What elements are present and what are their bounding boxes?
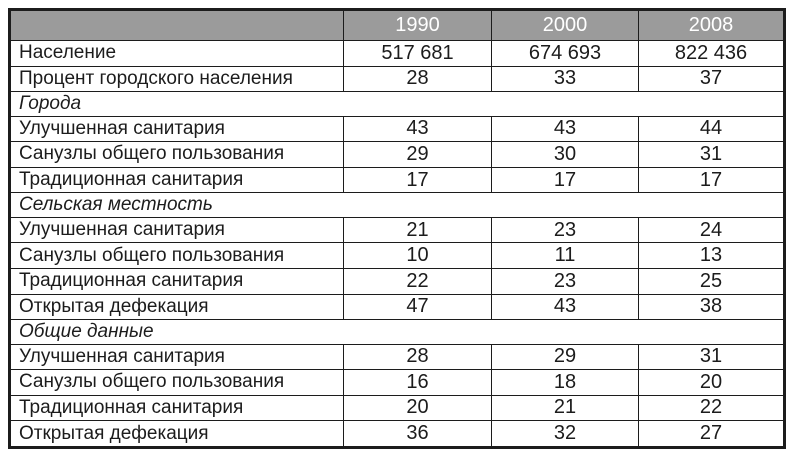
value-cell: 21 — [491, 394, 639, 422]
value-cell: 23 — [491, 216, 639, 244]
value-cell: 36 — [343, 420, 492, 448]
value-cell: 674 693 — [491, 40, 639, 67]
row-label: Традиционная санитария — [9, 394, 344, 422]
row-label: Традиционная санитария — [9, 267, 344, 295]
header-row: 1990 2000 2008 — [9, 9, 785, 41]
value-cell: 13 — [638, 242, 785, 269]
value-cell: 37 — [638, 65, 785, 93]
value-cell: 22 — [638, 394, 785, 422]
table-header: 1990 2000 2008 — [9, 9, 785, 41]
value-cell: 517 681 — [343, 40, 492, 67]
value-cell: 17 — [638, 166, 785, 194]
row-label: Открытая дефекация — [9, 420, 344, 448]
header-cell-2000: 2000 — [491, 9, 639, 41]
value-cell: 31 — [638, 343, 785, 371]
section-row: Общие данные — [9, 319, 785, 345]
table-row: Традиционная санитария 20 21 22 — [9, 394, 785, 422]
table-row: Санузлы общего пользования 16 18 20 — [9, 369, 785, 396]
row-label: Открытая дефекация — [9, 293, 344, 321]
row-label: Санузлы общего пользования — [9, 242, 344, 269]
value-cell: 11 — [491, 242, 639, 269]
value-cell: 16 — [343, 369, 492, 396]
value-cell: 25 — [638, 267, 785, 295]
table-row: Улучшенная санитария 21 23 24 — [9, 216, 785, 244]
table-body: Население 517 681 674 693 822 436 Процент го… — [9, 40, 785, 448]
table-row: Открытая дефекация 47 43 38 — [9, 293, 785, 321]
value-cell: 28 — [343, 343, 492, 371]
value-cell: 20 — [638, 369, 785, 396]
row-label: Санузлы общего пользования — [9, 141, 344, 168]
value-cell: 32 — [491, 420, 639, 448]
value-cell: 29 — [491, 343, 639, 371]
section-label: Общие данные — [9, 319, 785, 345]
value-cell: 822 436 — [638, 40, 785, 67]
value-cell: 27 — [638, 420, 785, 448]
table-row: Санузлы общего пользования 29 30 31 — [9, 141, 785, 168]
row-label: Улучшенная санитария — [9, 115, 344, 143]
table-row: Традиционная санитария 22 23 25 — [9, 267, 785, 295]
table-row: Улучшенная санитария 43 43 44 — [9, 115, 785, 143]
header-cell-1990: 1990 — [343, 9, 492, 41]
value-cell: 24 — [638, 216, 785, 244]
row-label: Традиционная санитария — [9, 166, 344, 194]
row-label: Улучшенная санитария — [9, 343, 344, 371]
section-label: Сельская местность — [9, 192, 785, 218]
section-row: Сельская местность — [9, 192, 785, 218]
table-row: Процент городского населения 28 33 37 — [9, 65, 785, 93]
value-cell: 44 — [638, 115, 785, 143]
row-label: Санузлы общего пользования — [9, 369, 344, 396]
value-cell: 33 — [491, 65, 639, 93]
value-cell: 30 — [491, 141, 639, 168]
table-row: Санузлы общего пользования 10 11 13 — [9, 242, 785, 269]
value-cell: 18 — [491, 369, 639, 396]
value-cell: 43 — [491, 115, 639, 143]
value-cell: 10 — [343, 242, 492, 269]
statistics-table: 1990 2000 2008 Население 517 681 674 693 82… — [8, 8, 786, 449]
value-cell: 31 — [638, 141, 785, 168]
value-cell: 28 — [343, 65, 492, 93]
table-row: Традиционная санитария 17 17 17 — [9, 166, 785, 194]
value-cell: 17 — [343, 166, 492, 194]
value-cell: 23 — [491, 267, 639, 295]
value-cell: 43 — [343, 115, 492, 143]
row-label: Население — [9, 40, 344, 67]
value-cell: 22 — [343, 267, 492, 295]
section-row: Города — [9, 91, 785, 117]
value-cell: 47 — [343, 293, 492, 321]
value-cell: 43 — [491, 293, 639, 321]
value-cell: 21 — [343, 216, 492, 244]
row-label: Процент городского населения — [9, 65, 344, 93]
header-cell-2008: 2008 — [638, 9, 785, 41]
value-cell: 29 — [343, 141, 492, 168]
table-row: Открытая дефекация 36 32 27 — [9, 420, 785, 448]
value-cell: 20 — [343, 394, 492, 422]
section-label: Города — [9, 91, 785, 117]
table-row: Население 517 681 674 693 822 436 — [9, 40, 785, 67]
header-cell-empty — [9, 9, 344, 41]
table-row: Улучшенная санитария 28 29 31 — [9, 343, 785, 371]
value-cell: 38 — [638, 293, 785, 321]
value-cell: 17 — [491, 166, 639, 194]
row-label: Улучшенная санитария — [9, 216, 344, 244]
